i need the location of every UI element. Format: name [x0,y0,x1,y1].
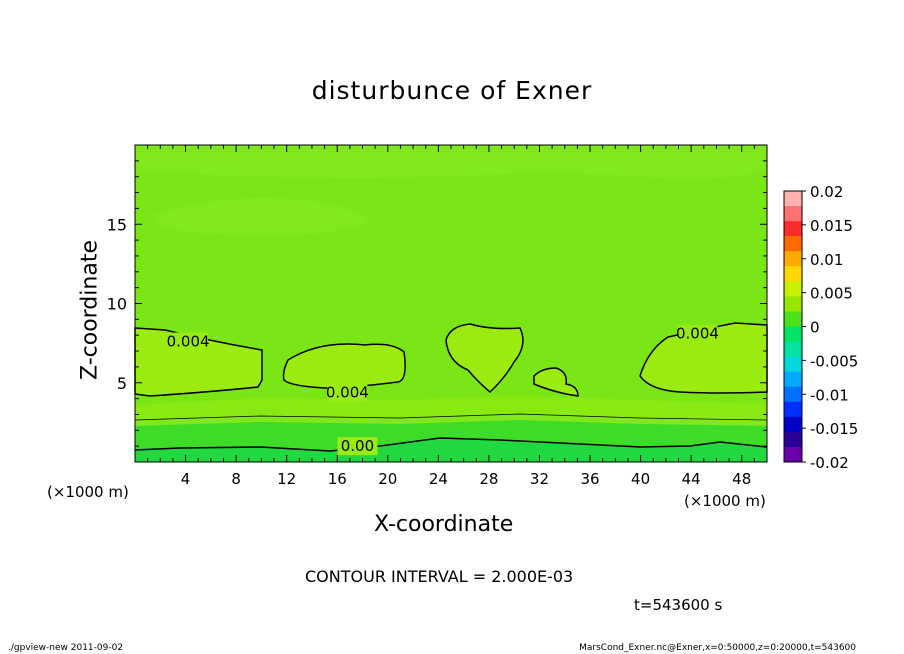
colorbar-cell [784,326,802,343]
colorbar-tick-label: -0.005 [810,352,858,370]
colorbar-tick-label: 0.005 [810,285,853,303]
footer-left: ./gpview-new 2011-09-02 [8,643,124,653]
low-band-1 [135,396,767,420]
colorbar-cell [784,401,802,418]
x-tick-label: 48 [732,470,751,488]
colorbar-tick-label: -0.01 [810,386,849,404]
x-tick-label: 40 [631,470,650,488]
colorbar-cell [784,341,802,358]
colorbar-cell [784,416,802,433]
x-axis-unit: (×1000 m) [684,492,766,510]
contour-label-bg-2 [677,324,718,343]
contour-interval: CONTOUR INTERVAL = 2.000E-03 [305,567,574,586]
contour-label: 0.004 [326,383,369,401]
time-stamp: t=543600 s [634,596,723,614]
contour-label: 0.00 [341,437,374,455]
x-tick-label: 16 [328,470,347,488]
colorbar-cell [784,431,802,448]
pale-patch [154,197,368,236]
x-tick-label: 20 [378,470,397,488]
contour-region-center [282,343,406,389]
colorbar-tick-label: 0.02 [810,183,843,201]
contour-region-blob2 [533,367,579,397]
contour-label: 0.004 [167,333,210,351]
negative-band [135,438,767,462]
colorbar-tick-label: 0.01 [810,251,843,269]
colorbar-cell [784,266,802,282]
colorbar-cell [784,251,802,267]
contour-line-zero [134,437,768,452]
contour-line-thin [134,413,768,421]
colorbar-cell [784,446,802,463]
colorbar-cell [784,191,802,207]
contour-label-bg-3 [337,437,378,456]
colorbar-tick-label: 0.015 [810,217,853,235]
colorbar-cell [784,221,802,237]
x-tick-label: 24 [429,470,448,488]
colorbar-cell [784,236,802,252]
colorbar-cell [784,296,802,312]
x-axis-label: X-coordinate [374,512,514,537]
contour-label-bg-0 [168,332,209,351]
footer-right: MarsCond_Exner.nc@Exner,x=0:50000,z=0:20… [579,643,856,653]
contour-label-bg-1 [327,383,368,402]
colorbar-cell [784,386,802,403]
x-tick-label: 36 [580,470,599,488]
x-tick-label: 12 [277,470,296,488]
colorbar-cell [784,206,802,222]
colorbar-cell [784,356,802,373]
colorbar-cell [784,311,802,327]
y-axis-unit: (×1000 m) [47,483,129,501]
upper-band [135,145,767,179]
colorbar-tick-label: 0 [810,319,820,337]
x-tick-label: 4 [181,470,191,488]
colorbar-tick-label: -0.02 [810,454,849,472]
y-tick-label: 5 [117,374,127,393]
y-tick-label: 10 [107,295,127,314]
x-tick-label: 32 [530,470,549,488]
contour-region-blob1 [445,323,524,393]
colorbar-tick-label: -0.015 [810,420,858,438]
x-tick-label: 44 [682,470,701,488]
colorbar-cell [784,371,802,388]
contour-label: 0.004 [676,325,719,343]
chart-title: disturbunce of Exner [311,76,593,105]
colorbar-cell [784,281,802,297]
y-tick-label: 15 [107,215,127,234]
x-tick-label: 28 [479,470,498,488]
zero-band [135,420,767,451]
x-tick-label: 8 [231,470,241,488]
